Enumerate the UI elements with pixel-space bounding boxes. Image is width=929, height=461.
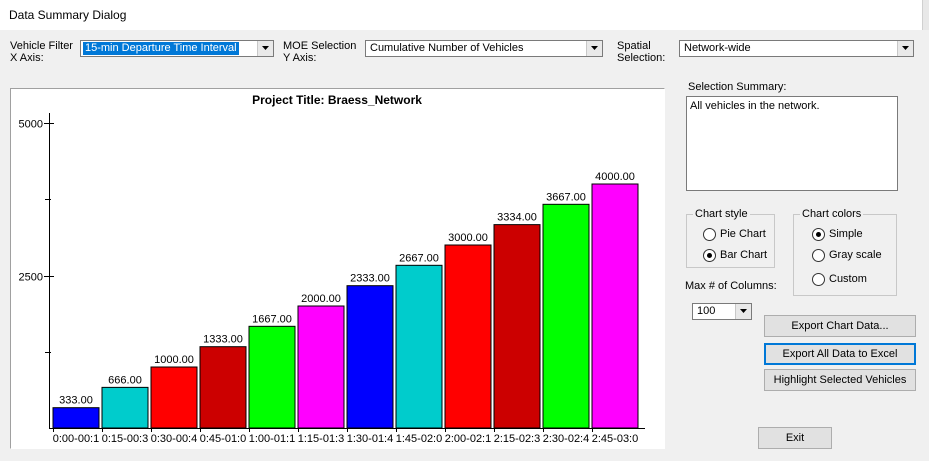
window-title: Data Summary Dialog [9,8,127,22]
bar [591,183,639,429]
radio-icon [703,228,716,241]
max-columns-label: Max # of Columns: [685,280,777,292]
export-all-data-button[interactable]: Export All Data to Excel [764,343,916,365]
custom-colors-label: Custom [829,273,867,285]
bar [150,366,198,429]
chart-panel: Project Title: Braess_Network 2500 5000 333… [10,88,665,449]
chevron-down-icon[interactable] [257,41,273,56]
x-tick-label: 0:30-00:4 [151,433,197,445]
export-chart-data-button[interactable]: Export Chart Data... [764,315,916,337]
exit-button[interactable]: Exit [758,427,832,449]
bar-value-label: 2667.00 [399,252,439,264]
spatial-selection-dropdown[interactable]: Network-wide [679,40,914,57]
pie-chart-label: Pie Chart [720,228,766,240]
chevron-down-icon[interactable] [735,304,751,319]
bar-value-label: 4000.00 [595,171,635,183]
selection-summary-label: Selection Summary: [688,81,787,93]
bar-chart: Project Title: Braess_Network 2500 5000 333… [19,93,645,445]
radio-icon [812,249,825,262]
bar-value-label: 3667.00 [546,191,586,203]
title-bar: Data Summary Dialog [0,0,929,30]
moe-selection-label: MOE Selection [283,40,357,52]
x-tick-label: 0:00-00:1 [53,433,99,445]
bar [395,264,443,429]
x-tick-label: 1:45-02:0 [396,433,442,445]
bar-value-label: 333.00 [59,395,93,407]
bar [52,407,100,429]
radio-selected-icon [812,228,825,241]
bar [346,285,394,429]
chart-title: Project Title: Braess_Network [252,93,422,107]
vehicle-filter-value: 15-min Departure Time Interval [83,42,239,55]
bar [493,224,541,429]
chart-style-title: Chart style [693,208,750,220]
gray-scale-label: Gray scale [829,249,882,261]
moe-selection-dropdown[interactable]: Cumulative Number of Vehicles [365,40,603,57]
x-tick-label: 2:15-02:3 [494,433,540,445]
spatial-selection-value: Network-wide [684,42,751,54]
bar [248,325,296,429]
highlight-vehicles-button[interactable]: Highlight Selected Vehicles [764,369,916,391]
x-tick-label: 2:30-02:4 [543,433,589,445]
x-tick-label: 2:00-02:1 [445,433,491,445]
bar-chart-label: Bar Chart [720,249,768,261]
chart-style-group: Chart style Pie Chart Bar Chart [686,208,775,268]
x-axis-label: X Axis: [10,52,44,64]
y-tick-label: 5000 [19,119,43,131]
x-tick-label: 0:15-00:3 [102,433,148,445]
bar-value-label: 2000.00 [301,293,341,305]
bar-value-label: 2333.00 [350,273,390,285]
bar-value-label: 3334.00 [497,212,537,224]
simple-colors-label: Simple [829,228,863,240]
bar [199,346,247,429]
radio-selected-icon [703,249,716,262]
vehicle-filter-dropdown[interactable]: 15-min Departure Time Interval [80,40,274,57]
chart-colors-group: Chart colors Simple Gray scale Custom [793,208,897,296]
chevron-down-icon[interactable] [897,41,913,56]
y-tick-label: 2500 [19,272,43,284]
x-tick-label: 1:30-01:4 [347,433,393,445]
selection-summary-textbox[interactable]: All vehicles in the network. [686,96,898,191]
x-tick-label: 1:00-01:1 [249,433,295,445]
vehicle-filter-label: Vehicle Filter [10,40,73,52]
y-axis-label: Y Axis: [283,52,317,64]
spatial-label: Spatial [617,40,651,52]
spatial-selection-label: Selection: [617,52,666,64]
bar-value-label: 3000.00 [448,232,488,244]
selection-summary-text: All vehicles in the network. [690,100,820,112]
moe-selection-value: Cumulative Number of Vehicles [370,42,524,54]
max-columns-dropdown[interactable]: 100 [692,303,752,320]
chevron-down-icon[interactable] [586,41,602,56]
bar [542,203,590,429]
x-tick-label: 2:45-03:0 [592,433,638,445]
radio-icon [812,273,825,286]
bar [101,386,149,429]
bar-value-label: 1667.00 [252,313,292,325]
x-tick-label: 1:15-01:3 [298,433,344,445]
x-tick-label: 0:45-01:0 [200,433,246,445]
bar-value-label: 1000.00 [154,354,194,366]
bar [444,244,492,429]
bar-value-label: 1333.00 [203,334,243,346]
bar-value-label: 666.00 [108,374,142,386]
chart-colors-title: Chart colors [800,208,864,220]
max-columns-value: 100 [697,305,716,317]
bar [297,305,345,429]
window-edge [922,0,929,30]
